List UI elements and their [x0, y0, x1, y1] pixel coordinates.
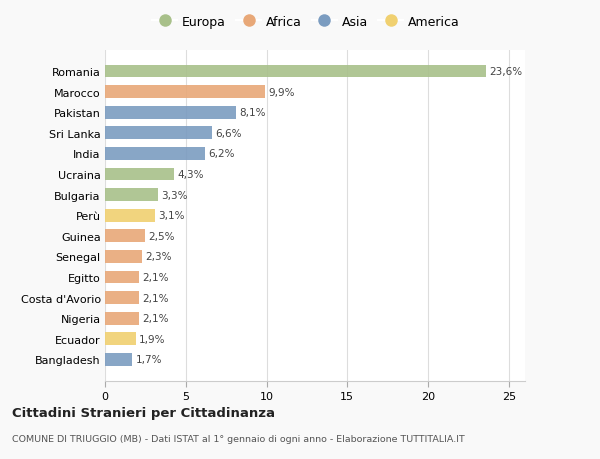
Bar: [105, 86, 265, 99]
Text: 3,3%: 3,3%: [161, 190, 188, 200]
Text: 6,2%: 6,2%: [208, 149, 235, 159]
Legend: Europa, Africa, Asia, America: Europa, Africa, Asia, America: [147, 11, 465, 34]
Bar: [105, 209, 155, 222]
Text: 2,1%: 2,1%: [142, 272, 169, 282]
Text: 2,1%: 2,1%: [142, 313, 169, 324]
Bar: [105, 230, 145, 243]
Text: 23,6%: 23,6%: [490, 67, 523, 77]
Bar: [105, 291, 139, 304]
Text: 3,1%: 3,1%: [158, 211, 185, 221]
Text: 2,3%: 2,3%: [145, 252, 172, 262]
Text: COMUNE DI TRIUGGIO (MB) - Dati ISTAT al 1° gennaio di ogni anno - Elaborazione T: COMUNE DI TRIUGGIO (MB) - Dati ISTAT al …: [12, 434, 465, 443]
Bar: [105, 251, 142, 263]
Bar: [105, 168, 175, 181]
Text: 2,1%: 2,1%: [142, 293, 169, 303]
Bar: [105, 106, 236, 119]
Bar: [105, 271, 139, 284]
Text: 1,7%: 1,7%: [136, 355, 162, 364]
Bar: [105, 189, 158, 202]
Text: 8,1%: 8,1%: [239, 108, 266, 118]
Text: Cittadini Stranieri per Cittadinanza: Cittadini Stranieri per Cittadinanza: [12, 406, 275, 419]
Bar: [105, 312, 139, 325]
Text: 1,9%: 1,9%: [139, 334, 166, 344]
Bar: [105, 353, 133, 366]
Bar: [105, 127, 212, 140]
Bar: [105, 66, 486, 78]
Text: 2,5%: 2,5%: [149, 231, 175, 241]
Text: 4,3%: 4,3%: [178, 170, 204, 179]
Text: 9,9%: 9,9%: [268, 88, 295, 97]
Bar: [105, 333, 136, 346]
Bar: [105, 148, 205, 161]
Text: 6,6%: 6,6%: [215, 129, 241, 139]
